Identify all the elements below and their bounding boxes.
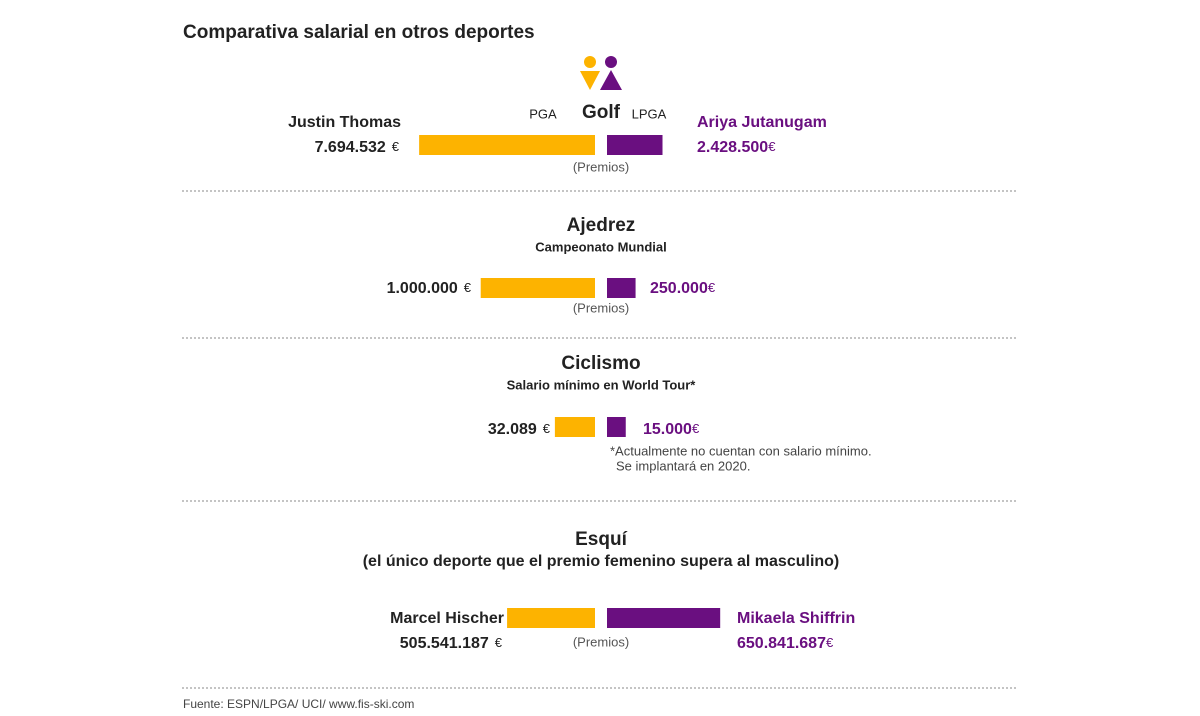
section-title: Esquí (575, 529, 627, 550)
dividers (182, 190, 1018, 689)
section-subtitle: (el único deporte que el premio femenino… (363, 553, 840, 570)
footnote: Se implantará en 2020. (616, 458, 750, 473)
value: 7.694.532 (315, 139, 386, 156)
section-subtitle: Campeonato Mundial (535, 239, 666, 254)
value-label: 1.000.000 € (387, 280, 472, 297)
value-label: 650.841.687€ (737, 635, 834, 652)
unit: € (708, 280, 716, 295)
series-name: Marcel Hischer (390, 610, 504, 627)
section-subtitle: Salario mínimo en World Tour* (507, 377, 697, 392)
bar (607, 608, 721, 628)
unit: € (768, 139, 776, 154)
bar (507, 608, 595, 628)
value-label: 250.000€ (650, 280, 716, 297)
value: 505.541.187 (400, 635, 489, 652)
value-label: 505.541.187 € (400, 635, 503, 652)
value-label: 15.000€ (643, 421, 700, 438)
unit: € (464, 280, 472, 295)
value: 250.000 (650, 280, 708, 297)
footnote: *Actualmente no cuentan con salario míni… (610, 443, 872, 458)
value-label: 7.694.532 € (315, 139, 400, 156)
legend-label: PGA (529, 106, 557, 121)
caption: (Premios) (573, 634, 629, 649)
value: 32.089 (488, 421, 537, 438)
bar (607, 278, 636, 298)
bar (554, 417, 595, 437)
unit: € (826, 635, 834, 650)
bar (607, 135, 663, 155)
section-title: Golf (582, 102, 621, 123)
unit: € (692, 421, 700, 436)
source: Fuente: ESPN/LPGA/ UCI/ www.fis-ski.com (183, 697, 414, 711)
bar (480, 278, 595, 298)
unit: € (495, 635, 503, 650)
bar (419, 135, 595, 155)
series-name: Mikaela Shiffrin (737, 610, 855, 627)
value: 2.428.500 (697, 139, 768, 156)
value: 15.000 (643, 421, 692, 438)
page-title: Comparativa salarial en otros deportes (183, 22, 535, 43)
series-name: Justin Thomas (288, 114, 401, 131)
legend-label: LPGA (632, 106, 667, 121)
value-label: 2.428.500€ (697, 139, 776, 156)
section-title: Ajedrez (567, 215, 636, 236)
value: 1.000.000 (387, 280, 458, 297)
value-label: 32.089 € (488, 421, 551, 438)
series-name: Ariya Jutanugam (697, 114, 827, 131)
unit: € (392, 139, 400, 154)
caption: (Premios) (573, 159, 629, 174)
section-title: Ciclismo (561, 353, 640, 374)
bar (607, 417, 626, 437)
value: 650.841.687 (737, 635, 826, 652)
unit: € (543, 421, 551, 436)
golf-icons (580, 56, 622, 90)
caption: (Premios) (573, 300, 629, 315)
